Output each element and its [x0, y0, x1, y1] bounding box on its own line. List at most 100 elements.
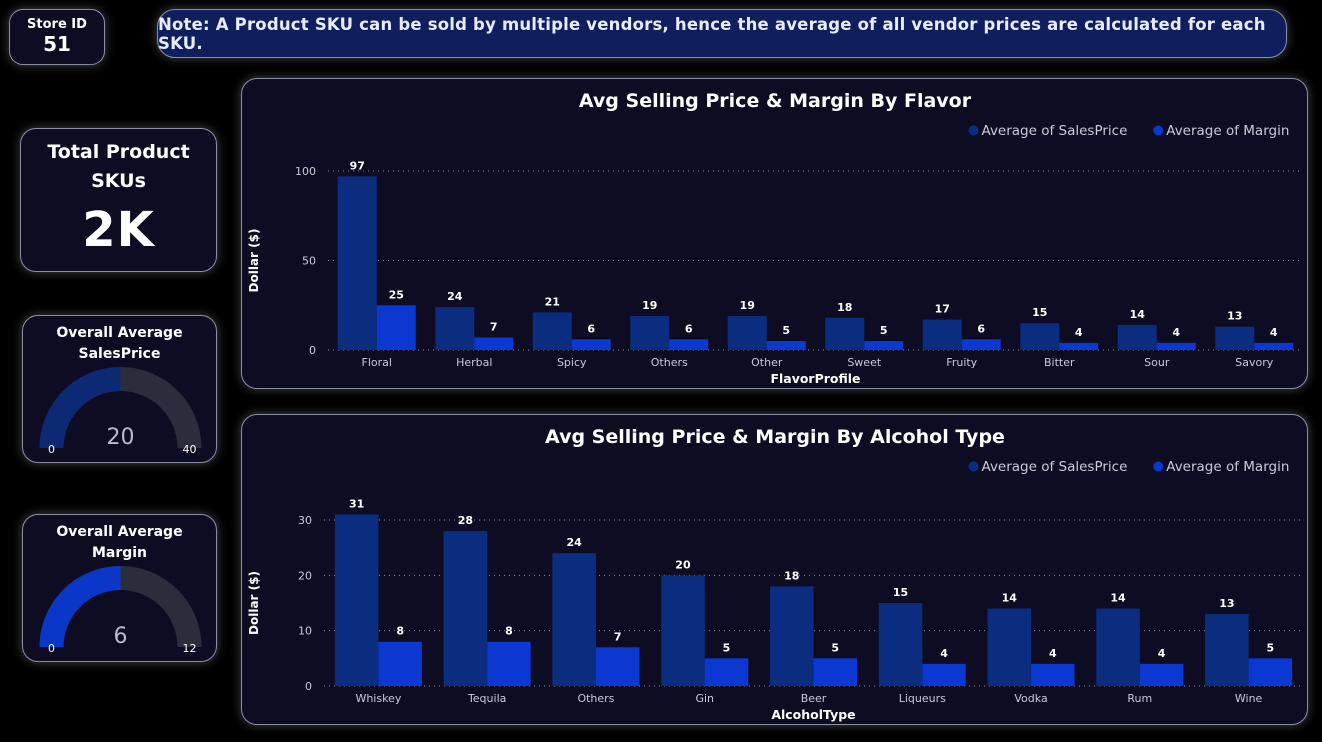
data-label-margin: 6 [977, 322, 985, 335]
data-label-margin: 4 [1158, 647, 1166, 660]
data-label-salesprice: 31 [349, 497, 364, 510]
gauge-card-margin: Overall Average Margin 6 0 12 [22, 514, 217, 662]
data-label-salesprice: 18 [837, 301, 852, 314]
gauge-value: 20 [107, 425, 135, 450]
legend-marker-salesprice [968, 461, 979, 472]
x-tick-label: Others [577, 692, 614, 705]
bar-margin [487, 641, 531, 686]
data-label-salesprice: 15 [1032, 306, 1047, 319]
data-label-salesprice: 13 [1219, 597, 1234, 610]
chart-title: Avg Selling Price & Margin By Flavor [579, 90, 972, 112]
gauge-title: Overall Average SalesPrice [56, 325, 183, 362]
bar-salesprice [1215, 326, 1255, 350]
chart-alcohol-type: Avg Selling Price & Margin By Alcohol Ty… [247, 426, 1303, 722]
data-label-margin: 6 [685, 322, 693, 335]
bar-margin [669, 339, 709, 350]
bar-margin [766, 341, 806, 350]
x-tick-label: Herbal [456, 356, 492, 369]
bar-salesprice [552, 553, 596, 686]
x-tick-label: Sweet [847, 356, 882, 369]
data-label-margin: 5 [880, 324, 888, 337]
bar-margin [1248, 658, 1293, 686]
data-label-margin: 8 [396, 625, 404, 638]
x-tick-label: Gin [695, 692, 714, 705]
x-tick-label: Wine [1235, 692, 1263, 705]
bar-margin [1254, 342, 1294, 350]
data-label-salesprice: 21 [545, 295, 560, 308]
legend-label-salesprice: Average of SalesPrice [982, 459, 1128, 475]
data-label-salesprice: 13 [1227, 310, 1242, 323]
data-label-salesprice: 15 [893, 586, 908, 599]
bar-salesprice [922, 319, 962, 350]
chart-card-alcohol-type: Avg Selling Price & Margin By Alcohol Ty… [241, 414, 1308, 725]
chart-card-flavor: Avg Selling Price & Margin By Flavor Aver… [241, 78, 1308, 389]
bar-salesprice [334, 514, 379, 686]
x-tick-label: Fruity [946, 356, 977, 369]
data-label-salesprice: 14 [1002, 592, 1018, 605]
data-label-salesprice: 28 [458, 514, 473, 527]
bar-margin [813, 658, 858, 686]
legend-label-salesprice: Average of SalesPrice [982, 123, 1128, 139]
gauge-fill [39, 367, 121, 448]
x-axis-label: FlavorProfile [770, 371, 860, 386]
bar-margin [1156, 342, 1196, 350]
x-tick-label: Other [751, 356, 783, 369]
data-label-margin: 4 [1049, 647, 1057, 660]
x-tick-label: Beer [801, 692, 827, 705]
data-label-margin: 5 [782, 324, 790, 337]
bar-margin [1031, 663, 1075, 686]
data-label-salesprice: 24 [567, 536, 583, 549]
y-tick-label: 10 [298, 625, 312, 638]
x-tick-label: Liqueurs [899, 692, 946, 705]
x-tick-label: Tequila [467, 692, 506, 705]
data-label-margin: 4 [1270, 326, 1278, 339]
store-id-card: Store ID 51 [9, 9, 105, 65]
bar-margin [474, 337, 514, 350]
total-skus-label: Total Product SKUs [47, 141, 190, 192]
data-label-salesprice: 14 [1110, 592, 1126, 605]
bar-salesprice [1117, 324, 1157, 350]
x-tick-label: Floral [362, 356, 392, 369]
bar-margin [1059, 342, 1099, 350]
y-axis-label: Dollar ($) [247, 571, 261, 635]
bar-salesprice [630, 315, 670, 350]
bar-salesprice [435, 307, 475, 350]
data-label-salesprice: 17 [935, 303, 950, 316]
y-tick-label: 100 [295, 165, 316, 178]
data-label-salesprice: 19 [740, 299, 755, 312]
y-tick-label: 0 [309, 344, 316, 357]
bar-margin [1139, 663, 1184, 686]
store-id-label: Store ID [27, 17, 87, 32]
bar-salesprice [443, 531, 488, 686]
total-skus-card: Total Product SKUs 2K [20, 128, 217, 272]
bar-salesprice [1020, 323, 1060, 350]
bar-margin [864, 341, 904, 350]
note-text: Note: A Product SKU can be sold by multi… [158, 14, 1266, 53]
total-skus-value: 2K [82, 202, 155, 258]
data-label-margin: 5 [831, 641, 839, 654]
chart-legend: Average of SalesPrice Average of Margin [968, 459, 1289, 475]
y-axis-label: Dollar ($) [247, 229, 261, 293]
data-label-margin: 5 [1267, 641, 1275, 654]
bar-salesprice [987, 608, 1032, 686]
data-label-salesprice: 19 [642, 299, 657, 312]
x-tick-label: Whiskey [355, 692, 401, 705]
bar-margin [595, 647, 640, 686]
data-label-margin: 7 [490, 320, 498, 333]
bar-salesprice [825, 317, 865, 350]
gauge-min-label: 0 [48, 642, 55, 655]
data-label-salesprice: 24 [447, 290, 463, 303]
gauge-margin: 6 0 12 [39, 566, 202, 655]
bar-salesprice [878, 603, 923, 686]
data-label-salesprice: 97 [350, 159, 365, 172]
y-tick-label: 30 [298, 514, 312, 527]
bar-salesprice [727, 315, 767, 350]
data-label-margin: 5 [723, 641, 731, 654]
bar-salesprice [532, 312, 572, 350]
gauge-salesprice: 20 0 40 [39, 367, 202, 456]
x-tick-label: Rum [1127, 692, 1152, 705]
x-tick-label: Savory [1235, 356, 1273, 369]
data-label-margin: 8 [505, 625, 513, 638]
bar-margin [704, 658, 749, 686]
legend-label-margin: Average of Margin [1166, 459, 1289, 475]
